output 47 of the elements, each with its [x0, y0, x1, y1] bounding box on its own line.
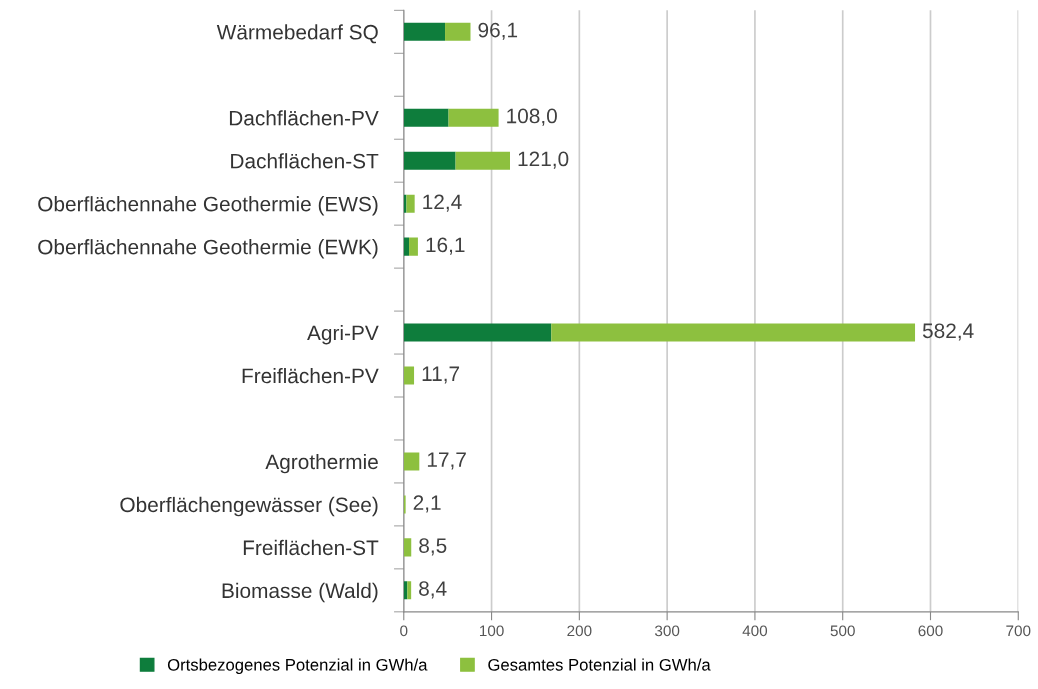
bar — [403, 237, 410, 256]
bar — [403, 151, 456, 170]
legend-label: Gesamtes Potenzial in GWh/a — [488, 658, 711, 671]
bar — [455, 151, 510, 170]
y-tick-label: Oberflächennahe Geothermie (EWK) — [38, 239, 378, 259]
y-tick-label: Freiflächen-PV — [242, 367, 379, 384]
total-label: 16,1 — [426, 237, 465, 255]
total-label: 2,1 — [413, 495, 441, 513]
y-tick-label: Agrothermie — [265, 453, 378, 474]
legend-label: Ortsbezogenes Potenzial in GWh/a — [167, 658, 428, 674]
bar — [403, 323, 552, 342]
bar — [445, 22, 471, 41]
total-label: 8,4 — [419, 581, 447, 599]
y-tick-label: Biomasse (Wald) — [222, 582, 378, 603]
x-tick-label: 0 — [400, 625, 408, 637]
y-tick-label: Freiflächen-ST — [243, 539, 379, 556]
bar — [403, 366, 415, 385]
x-tick-label: 100 — [479, 625, 504, 637]
bar — [403, 538, 412, 557]
bar — [551, 323, 916, 342]
bar — [406, 194, 415, 213]
y-tick-label: Oberflächengewässer (See) — [120, 496, 378, 517]
total-label: 121,0 — [518, 151, 569, 169]
bar — [403, 452, 420, 471]
bar — [409, 237, 418, 256]
x-tick-label: 400 — [742, 625, 768, 637]
total-label: 582,4 — [922, 323, 974, 341]
x-tick-label: 600 — [918, 625, 943, 637]
bar — [448, 108, 499, 127]
y-tick-label: Dachflächen-PV — [229, 110, 379, 126]
y-tick-label: Oberflächennahe Geothermie (EWS) — [38, 196, 378, 216]
total-label: 12,4 — [423, 194, 462, 212]
total-label: 11,7 — [422, 366, 460, 384]
y-tick-label: Dachflächen-ST — [231, 153, 379, 169]
bar — [407, 581, 412, 600]
total-label: 108,0 — [507, 108, 557, 126]
x-tick-label: 500 — [830, 625, 855, 637]
y-tick-label: Agri-PV — [307, 325, 379, 345]
annotation: 96,1 — [478, 22, 518, 40]
total-label: 8,5 — [419, 538, 447, 556]
x-tick-label: 300 — [654, 625, 680, 637]
x-tick-label: 700 — [1006, 625, 1031, 637]
bar — [403, 108, 449, 127]
y-tick-label: Wärmebedarf SQ — [216, 24, 378, 44]
total-label: 17,7 — [427, 452, 466, 470]
x-tick-label: 200 — [567, 625, 592, 637]
bar — [403, 22, 446, 41]
